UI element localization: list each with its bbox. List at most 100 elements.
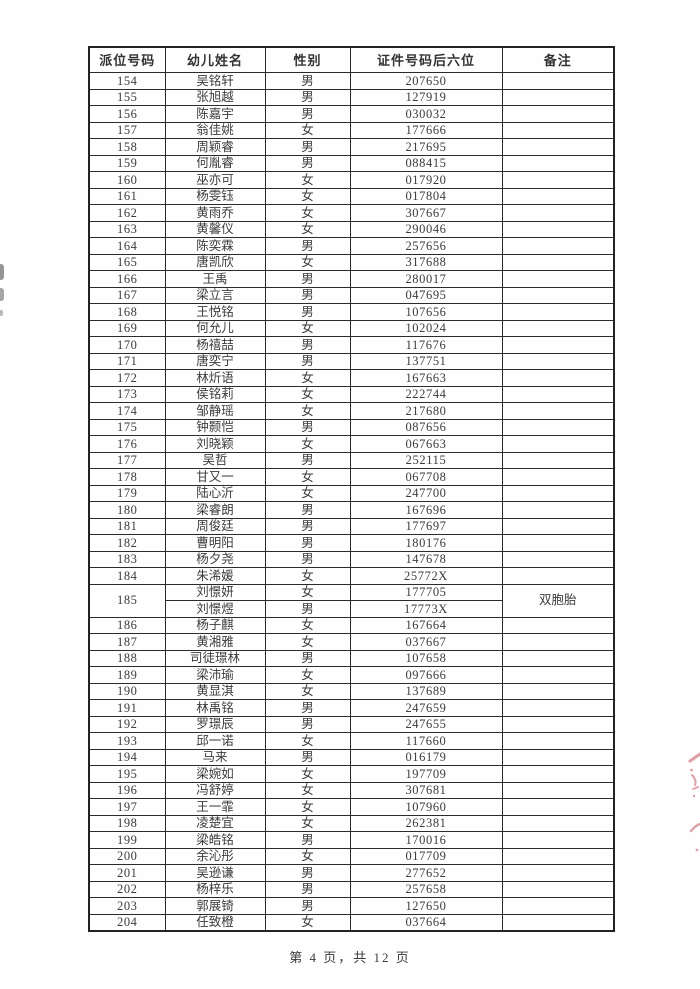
cell-gender: 男: [264, 451, 351, 469]
allocation-table: 派位号码 幼儿姓名 性别 证件号码后六位 备注 154 吴铭轩男 207650 155…: [88, 46, 615, 932]
cell-remarks: [501, 748, 615, 766]
cell-gender: 女: [264, 666, 351, 684]
cell-child-name: 刘晓颖: [164, 435, 266, 453]
cell-allocation-number: 180: [88, 501, 166, 519]
cell-remarks: [501, 484, 615, 502]
cell-gender: 男: [264, 237, 351, 255]
cell-gender: 男: [264, 748, 351, 766]
cell-allocation-number: 155: [88, 88, 166, 106]
cell-allocation-number: 171: [88, 352, 166, 370]
cell-allocation-number: 164: [88, 237, 166, 255]
cell-id-last6: 317688: [349, 253, 503, 271]
cell-id-last6: 257658: [349, 880, 503, 898]
cell-child-name: 杨禧喆: [164, 336, 266, 354]
cell-id-last6: 17773X: [349, 600, 503, 618]
cell-gender: 女: [264, 369, 351, 387]
cell-child-name: 何允儿: [164, 319, 266, 337]
cell-remarks: 双胞胎: [501, 583, 615, 618]
cell-child-name: 朱浠媛: [164, 567, 266, 585]
cell-child-name: 梁皓铭: [164, 831, 266, 849]
cell-child-name: 唐奕宁: [164, 352, 266, 370]
table-row: 192 罗璟辰男 247655: [88, 715, 615, 733]
cell-allocation-number: 159: [88, 154, 166, 172]
table-row: 160 巫亦可女 017920: [88, 171, 615, 189]
table-row: 193 邱一诺女 117660: [88, 732, 615, 750]
table-row: 183 杨夕尧男 147678: [88, 550, 615, 568]
cell-child-name: 吴铭轩: [164, 72, 266, 90]
cell-id-last6: 280017: [349, 270, 503, 288]
cell-gender: 男: [264, 154, 351, 172]
cell-allocation-number: 187: [88, 633, 166, 651]
cell-allocation-number: 154: [88, 72, 166, 90]
table-row: 189 梁沛瑜女 097666: [88, 666, 615, 684]
cell-child-name: 王一霏: [164, 798, 266, 816]
table-body: 154 吴铭轩男 207650 155 张旭越男 127919 156 陈嘉宇男 030032 1…: [88, 72, 615, 932]
table-row: 161 杨雯钰女 017804: [88, 187, 615, 205]
table-row: 166 王禹男 280017: [88, 270, 615, 288]
cell-id-last6: 177705: [349, 583, 503, 601]
cell-id-last6: 207650: [349, 72, 503, 90]
cell-id-last6: 25772X: [349, 567, 503, 585]
cell-id-last6: 277652: [349, 864, 503, 882]
cell-child-name: 张旭越: [164, 88, 266, 106]
table-row: 173 侯铭莉女 222744: [88, 385, 615, 403]
table-row: 174 邹静瑶女 217680: [88, 402, 615, 420]
table-row: 165 唐凯欣女 317688: [88, 253, 615, 271]
cell-remarks: [501, 765, 615, 783]
cell-allocation-number: 181: [88, 517, 166, 535]
cell-id-last6: 067708: [349, 468, 503, 486]
cell-id-last6: 252115: [349, 451, 503, 469]
table-row: 178 甘又一女 067708: [88, 468, 615, 486]
cell-child-name: 吴逊谦: [164, 864, 266, 882]
cell-child-name: 林禹铭: [164, 699, 266, 717]
table-row: 177 吴哲男 252115: [88, 451, 615, 469]
cell-remarks: [501, 616, 615, 634]
cell-allocation-number: 178: [88, 468, 166, 486]
cell-id-last6: 016179: [349, 748, 503, 766]
cell-id-last6: 087656: [349, 418, 503, 436]
cell-allocation-number: 160: [88, 171, 166, 189]
cell-remarks: [501, 880, 615, 898]
cell-gender: 女: [264, 484, 351, 502]
table-row: 170 杨禧喆男 117676: [88, 336, 615, 354]
cell-gender: 男: [264, 550, 351, 568]
cell-gender: 女: [264, 385, 351, 403]
cell-id-last6: 170016: [349, 831, 503, 849]
table-row: 200 余沁彤女 017709: [88, 847, 615, 865]
cell-child-name: 王悦铭: [164, 303, 266, 321]
table-row: 181 周俊廷男 177697: [88, 517, 615, 535]
scan-artifact-left-mark: [0, 288, 4, 301]
cell-id-last6: 307667: [349, 204, 503, 222]
cell-allocation-number: 193: [88, 732, 166, 750]
table-row: 190 黄显淇女 137689: [88, 682, 615, 700]
cell-gender: 男: [264, 88, 351, 106]
page-number: 第 4 页，共 12 页: [289, 950, 411, 965]
cell-remarks: [501, 831, 615, 849]
cell-allocation-number: 165: [88, 253, 166, 271]
cell-child-name: 郭展锜: [164, 897, 266, 915]
cell-allocation-number: 199: [88, 831, 166, 849]
cell-id-last6: 037664: [349, 913, 503, 932]
cell-gender: 女: [264, 616, 351, 634]
table-header-row: 派位号码 幼儿姓名 性别 证件号码后六位 备注: [88, 46, 615, 73]
cell-allocation-number: 170: [88, 336, 166, 354]
cell-child-name: 黄雨乔: [164, 204, 266, 222]
cell-id-last6: 222744: [349, 385, 503, 403]
cell-remarks: [501, 798, 615, 816]
cell-id-last6: 147678: [349, 550, 503, 568]
cell-allocation-number: 197: [88, 798, 166, 816]
cell-id-last6: 167663: [349, 369, 503, 387]
cell-gender: 男: [264, 336, 351, 354]
cell-allocation-number: 200: [88, 847, 166, 865]
cell-allocation-number: 194: [88, 748, 166, 766]
cell-gender: 男: [264, 105, 351, 123]
cell-allocation-number: 192: [88, 715, 166, 733]
cell-remarks: [501, 303, 615, 321]
table-row: 156 陈嘉宇男 030032: [88, 105, 615, 123]
cell-remarks: [501, 633, 615, 651]
cell-remarks: [501, 435, 615, 453]
cell-allocation-number: 204: [88, 913, 166, 932]
cell-child-name: 黄湘雅: [164, 633, 266, 651]
table-row: 176 刘晓颖女 067663: [88, 435, 615, 453]
